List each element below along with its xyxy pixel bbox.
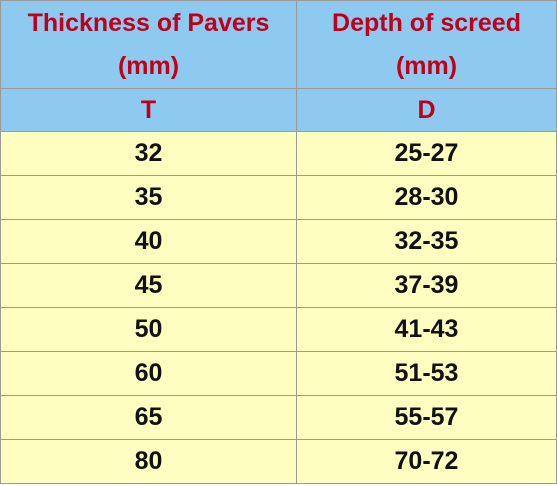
header-symbol-d: D <box>296 88 557 132</box>
table-row: 50 41-43 <box>0 307 557 352</box>
table-row: 40 32-35 <box>0 219 557 264</box>
table-row: 45 37-39 <box>0 263 557 308</box>
table-row: 60 51-53 <box>0 351 557 396</box>
header-symbol-t: T <box>0 88 297 132</box>
depth-cell: 55-57 <box>296 395 557 440</box>
thickness-cell: 32 <box>0 131 297 176</box>
header-depth-line1: Depth of screed <box>332 8 521 37</box>
header-thickness-of-pavers: Thickness of Pavers (mm) <box>0 0 297 89</box>
header-symbol-row: T D <box>0 88 557 132</box>
header-title-row: Thickness of Pavers (mm) Depth of screed… <box>0 0 557 89</box>
depth-cell: 32-35 <box>296 219 557 264</box>
thickness-cell: 45 <box>0 263 297 308</box>
thickness-cell: 80 <box>0 439 297 484</box>
thickness-cell: 40 <box>0 219 297 264</box>
table-row: 35 28-30 <box>0 175 557 220</box>
depth-cell: 37-39 <box>296 263 557 308</box>
table-row: 65 55-57 <box>0 395 557 440</box>
header-thickness-line2: (mm) <box>117 51 180 80</box>
table-body: 32 25-27 35 28-30 40 32-35 45 37-39 50 4… <box>0 131 557 484</box>
depth-cell: 41-43 <box>296 307 557 352</box>
header-depth-line2: (mm) <box>395 51 458 80</box>
header-thickness-line1: Thickness of Pavers <box>27 8 270 37</box>
depth-cell: 28-30 <box>296 175 557 220</box>
table-header: Thickness of Pavers (mm) Depth of screed… <box>0 0 557 132</box>
depth-cell: 70-72 <box>296 439 557 484</box>
thickness-cell: 60 <box>0 351 297 396</box>
thickness-cell: 50 <box>0 307 297 352</box>
header-depth-of-screed: Depth of screed (mm) <box>296 0 557 89</box>
table-row: 80 70-72 <box>0 439 557 484</box>
thickness-cell: 65 <box>0 395 297 440</box>
depth-cell: 25-27 <box>296 131 557 176</box>
table-row: 32 25-27 <box>0 131 557 176</box>
thickness-cell: 35 <box>0 175 297 220</box>
depth-cell: 51-53 <box>296 351 557 396</box>
